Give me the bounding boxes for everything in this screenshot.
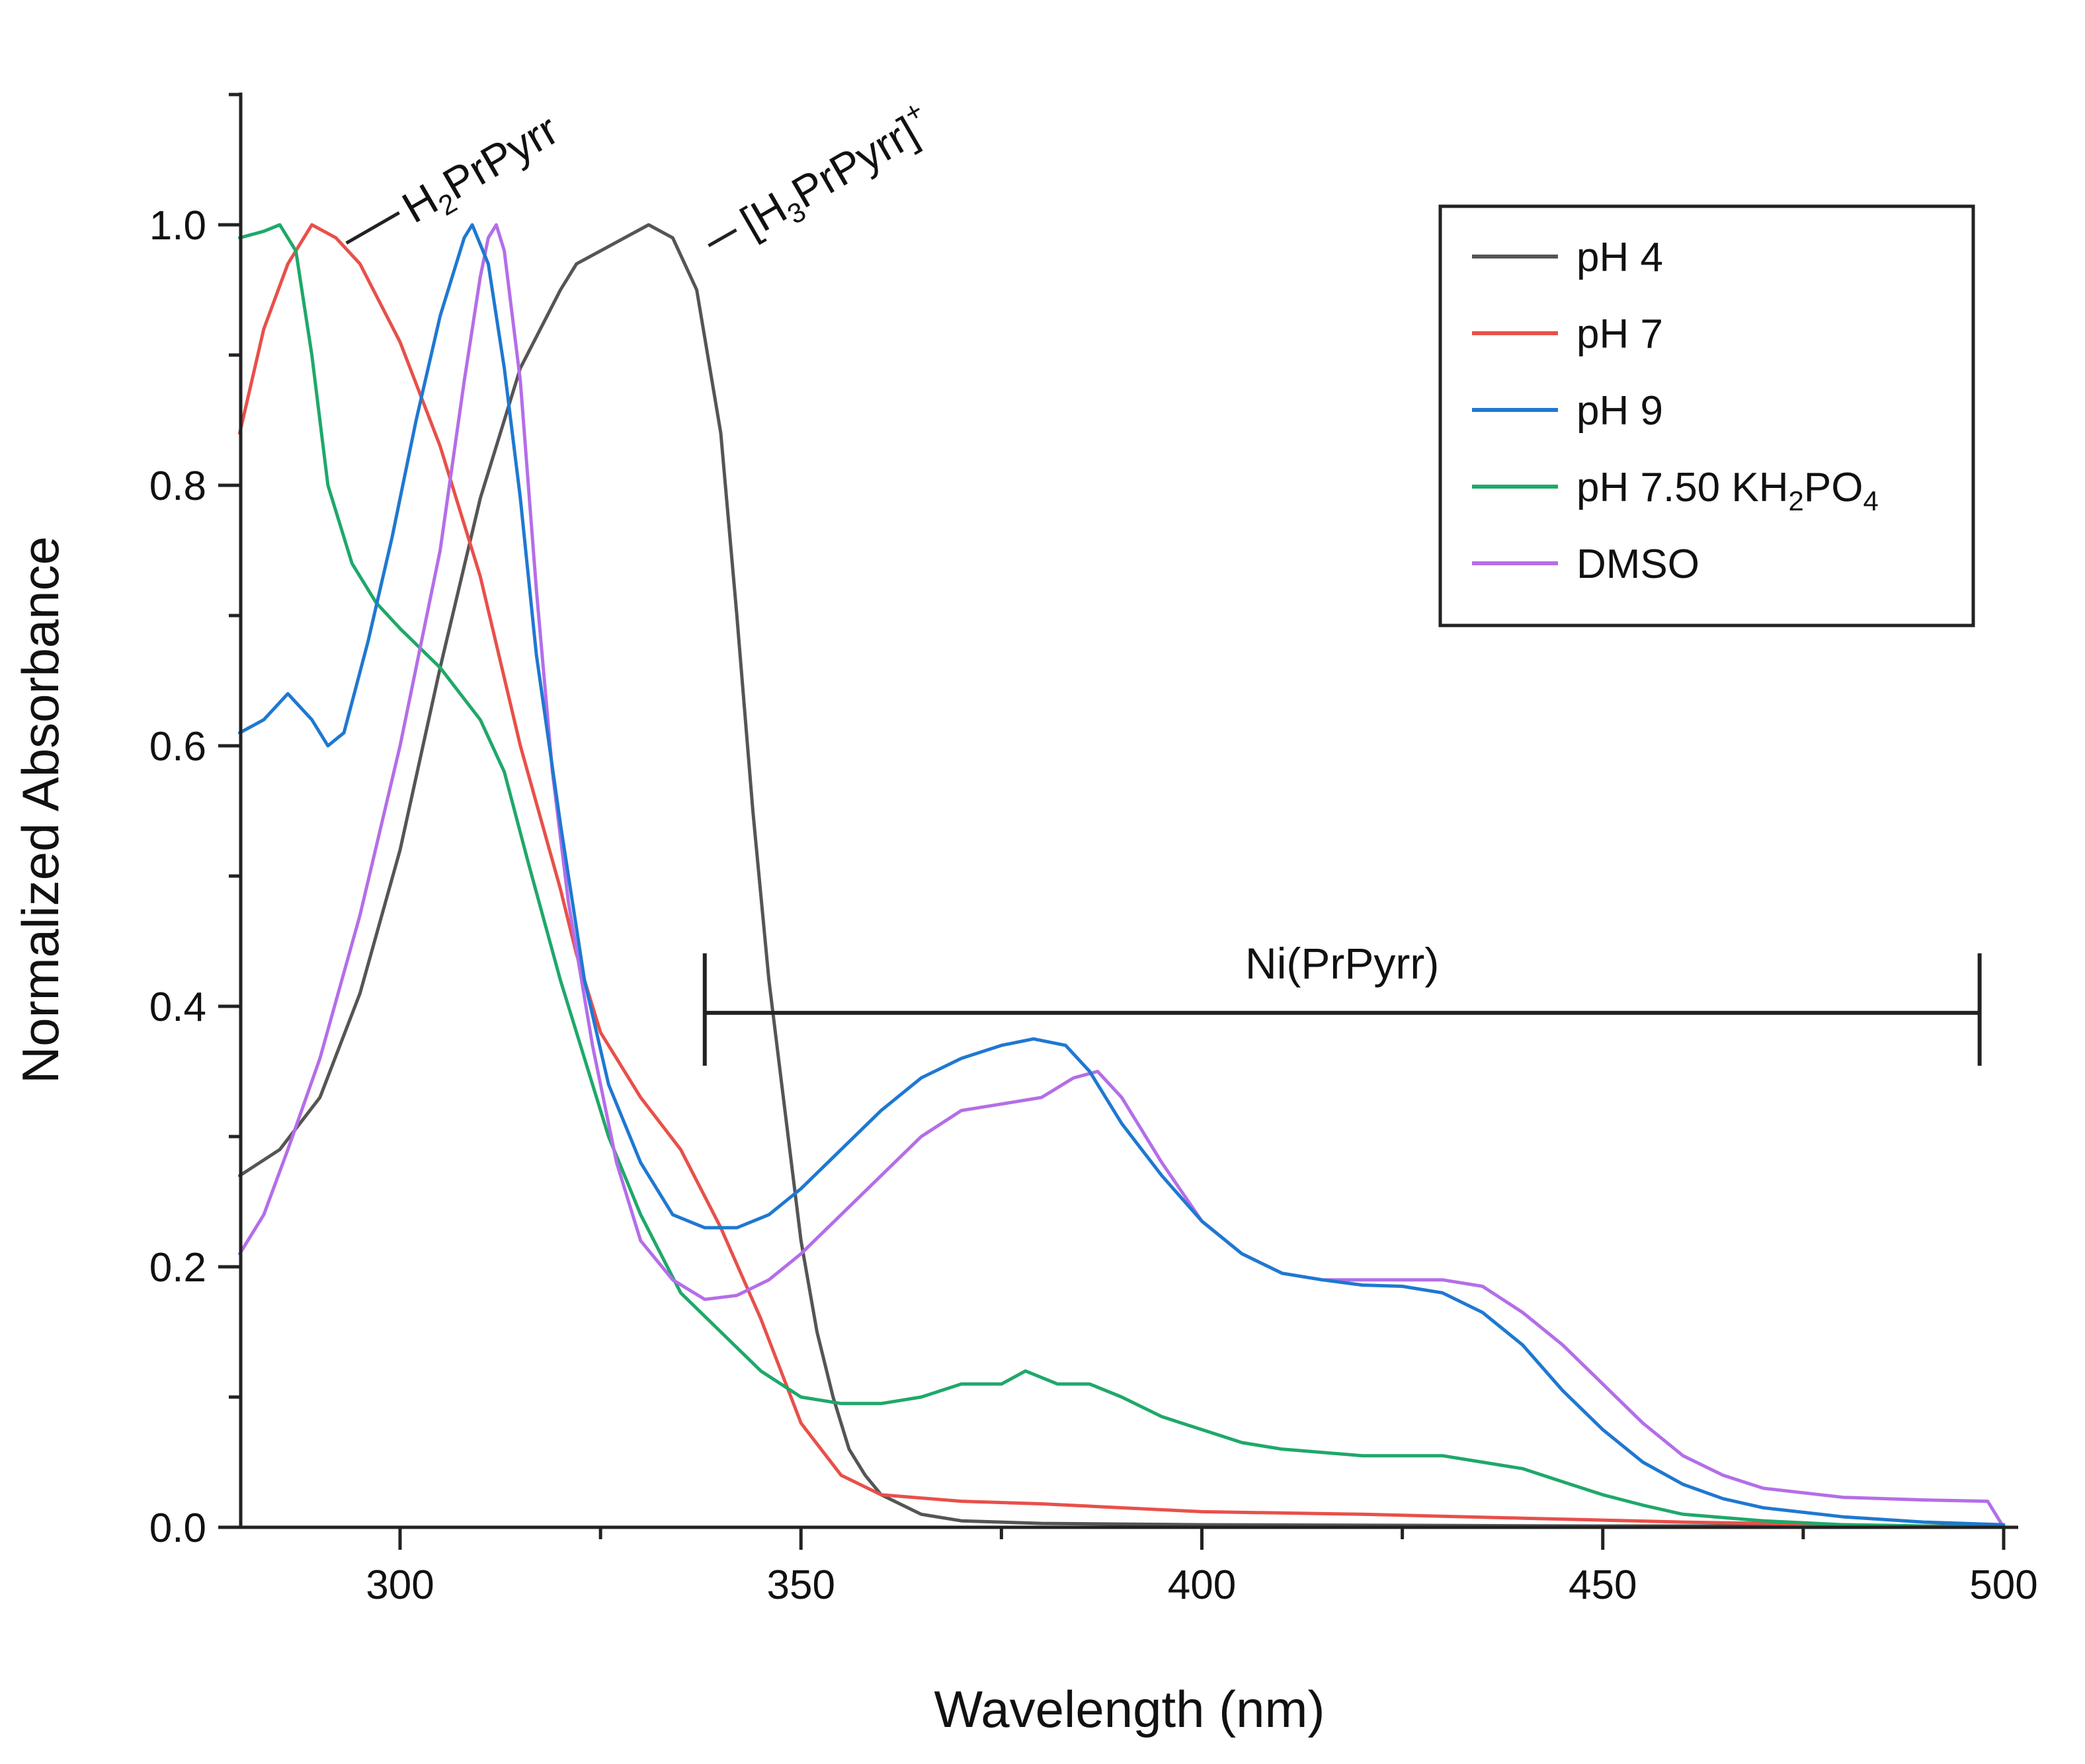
x-axis-title: Wavelength (nm): [934, 1680, 1325, 1738]
legend-label: pH 9: [1576, 388, 1663, 434]
y-tick-label: 0.8: [149, 463, 206, 509]
h3prpyrr-label-rest: PrPyrr]: [784, 107, 926, 218]
x-tick-label: 350: [767, 1562, 835, 1608]
h3prpyrr-label: [H3PrPyrr]+: [730, 95, 943, 252]
axes-layer: [239, 93, 2018, 1529]
series-line-ph-7-50-kh2po4: [238, 223, 2006, 1529]
ticks-layer: 300 350 400 450 500 0.0 0.2 0.4 0.6 0.8 1.0: [149, 93, 2038, 1608]
series-line-dmso: [238, 223, 2006, 1529]
h2prpyrr-label-rest: PrPyrr: [434, 104, 566, 209]
x-tick-label: 450: [1569, 1562, 1637, 1608]
legend-label: pH 7.50 KH2PO4: [1576, 465, 1879, 516]
y-tick-label: 0.2: [149, 1245, 206, 1291]
legend-label: pH 4: [1576, 235, 1663, 280]
h2prpyrr-label: H2PrPyrr: [394, 104, 569, 237]
y-tick-label: 0.6: [149, 724, 206, 770]
curves-layer: [238, 223, 2006, 1529]
legend-label-sub: 2: [1789, 485, 1804, 516]
ni-prpyrr-label: Ni(PrPyrr): [1245, 939, 1439, 988]
h2prpyrr-leader-line: [345, 211, 400, 245]
series-line-ph-7: [238, 223, 2006, 1529]
legend: pH 4 pH 7 pH 9 pH 7.50 KH2PO4 DMSO: [1438, 204, 1975, 627]
series-line-ph-9: [238, 223, 2006, 1527]
y-axis-title: Normalized Absorbance: [11, 536, 69, 1084]
h3prpyrr-leader-line: [708, 228, 737, 247]
legend-label-sub: 4: [1863, 485, 1878, 516]
x-tick-label: 400: [1168, 1562, 1236, 1608]
legend-label-part: pH 7.50 KH: [1576, 465, 1789, 510]
legend-box: [1438, 204, 1975, 627]
y-tick-label: 0.0: [149, 1505, 206, 1551]
legend-entries: pH 4 pH 7 pH 9 pH 7.50 KH2PO4 DMSO: [1472, 235, 1879, 587]
series-line-ph-4: [238, 223, 2006, 1528]
h3prpyrr-label-main: [H: [733, 182, 795, 247]
x-tick-label: 300: [366, 1562, 434, 1608]
y-tick-label: 1.0: [149, 203, 206, 249]
legend-label: pH 7: [1576, 311, 1663, 357]
x-tick-label: 500: [1969, 1562, 2037, 1608]
legend-label: DMSO: [1576, 541, 1699, 587]
y-tick-label: 0.4: [149, 984, 206, 1030]
legend-label-part: PO: [1804, 465, 1863, 510]
